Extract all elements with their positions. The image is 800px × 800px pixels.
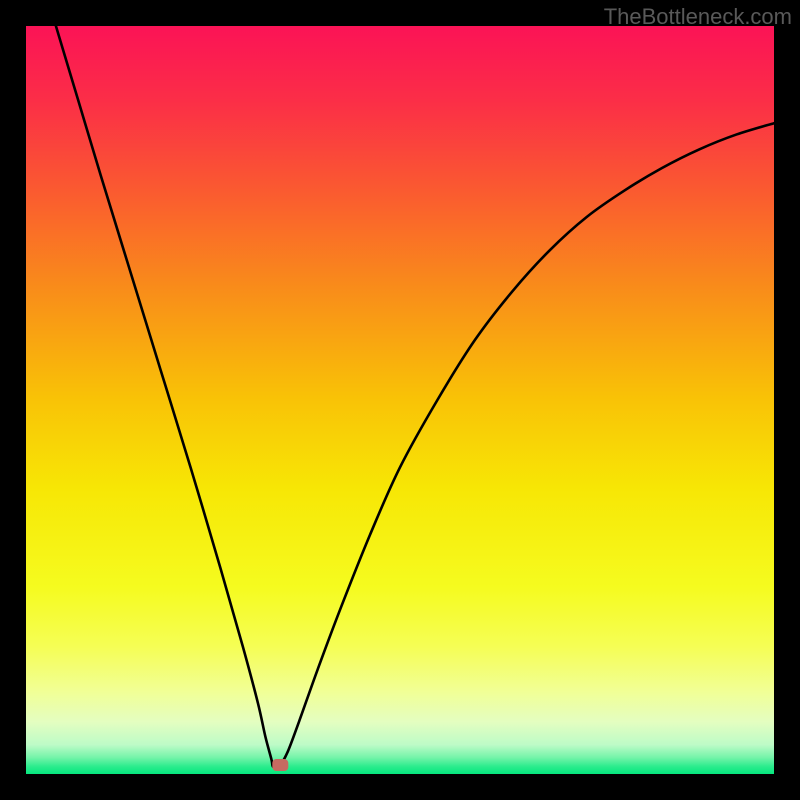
chart-plot-area: [26, 26, 774, 774]
bottleneck-marker: [272, 759, 288, 771]
bottleneck-chart: TheBottleneck.com: [0, 0, 800, 800]
chart-svg: [0, 0, 800, 800]
watermark-text: TheBottleneck.com: [604, 4, 792, 30]
